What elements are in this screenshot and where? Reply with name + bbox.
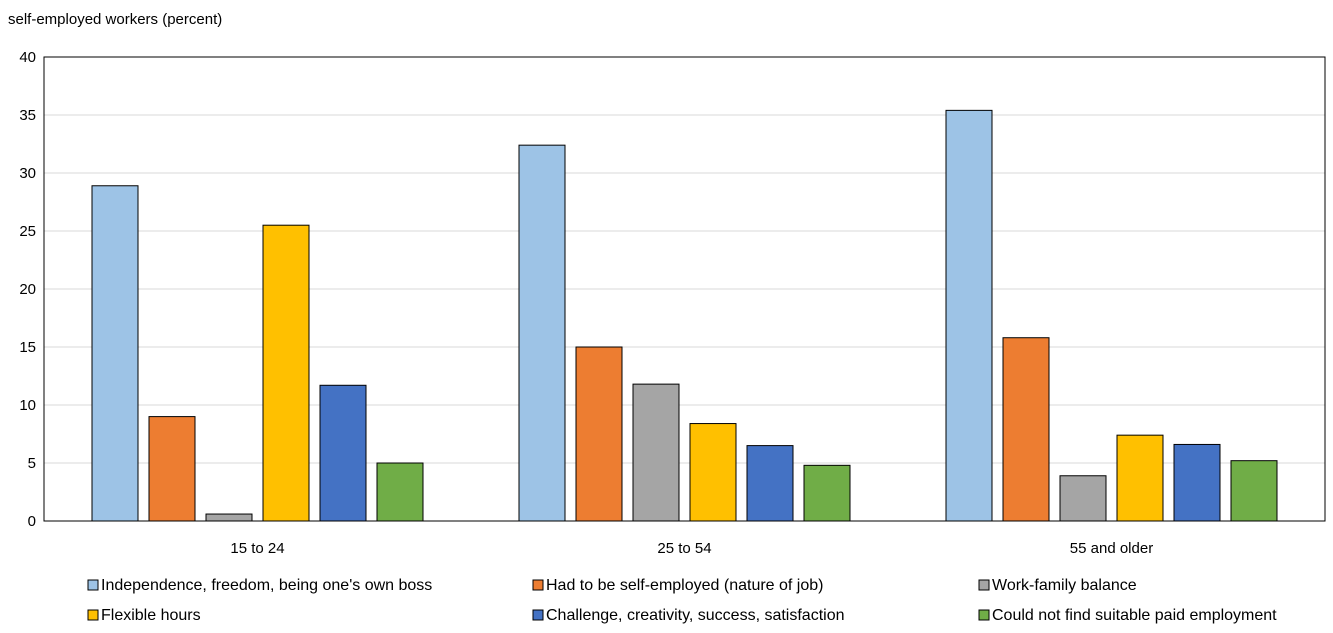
bar (1059, 475, 1107, 522)
legend-label: Independence, freedom, being one's own b… (101, 577, 432, 594)
legend-swatch (532, 609, 544, 621)
legend-swatch (978, 609, 990, 621)
legend-label: Had to be self-employed (nature of job) (546, 577, 823, 594)
y-tick-labels: 0 5 10 15 20 25 30 35 40 (19, 49, 36, 530)
y-tick-label: 20 (19, 281, 36, 298)
legend: Independence, freedom, being one's own b… (87, 577, 1277, 624)
bar (746, 445, 794, 522)
bar (148, 416, 196, 522)
bar (1173, 443, 1221, 522)
y-tick-label: 10 (19, 397, 36, 414)
plot-frame (43, 56, 1326, 522)
y-tick-label: 30 (19, 165, 36, 182)
y-tick-label: 5 (28, 455, 36, 472)
y-axis-label: self-employed workers (percent) (8, 11, 222, 28)
bar (803, 464, 851, 522)
legend-swatch (87, 609, 99, 621)
bar (1116, 434, 1164, 522)
legend-label: Flexible hours (101, 607, 201, 624)
bar (575, 346, 623, 522)
axes (43, 56, 1326, 522)
gridlines (44, 56, 1325, 464)
legend-swatch (532, 579, 544, 591)
bar (518, 144, 566, 522)
bar (1230, 460, 1278, 522)
bar (945, 109, 993, 522)
x-category-labels: 15 to 24 25 to 54 55 and older (230, 540, 1153, 557)
y-tick-label: 40 (19, 49, 36, 66)
legend-label: Could not find suitable paid employment (992, 607, 1277, 624)
bar (632, 383, 680, 522)
bar (205, 513, 253, 522)
x-category-label: 25 to 54 (657, 540, 711, 557)
legend-swatch (978, 579, 990, 591)
bar (91, 185, 139, 522)
bar (1002, 337, 1050, 522)
y-tick-label: 35 (19, 107, 36, 124)
x-category-label: 55 and older (1070, 540, 1153, 557)
x-category-label: 15 to 24 (230, 540, 284, 557)
bars (91, 109, 1278, 522)
legend-swatch (87, 579, 99, 591)
bar (376, 462, 424, 522)
y-tick-label: 15 (19, 339, 36, 356)
y-tick-label: 25 (19, 223, 36, 240)
y-tick-label: 0 (28, 513, 36, 530)
legend-label: Work-family balance (992, 577, 1137, 594)
legend-label: Challenge, creativity, success, satisfac… (546, 607, 845, 624)
bar (319, 384, 367, 522)
bar (262, 224, 310, 522)
bar (689, 423, 737, 522)
